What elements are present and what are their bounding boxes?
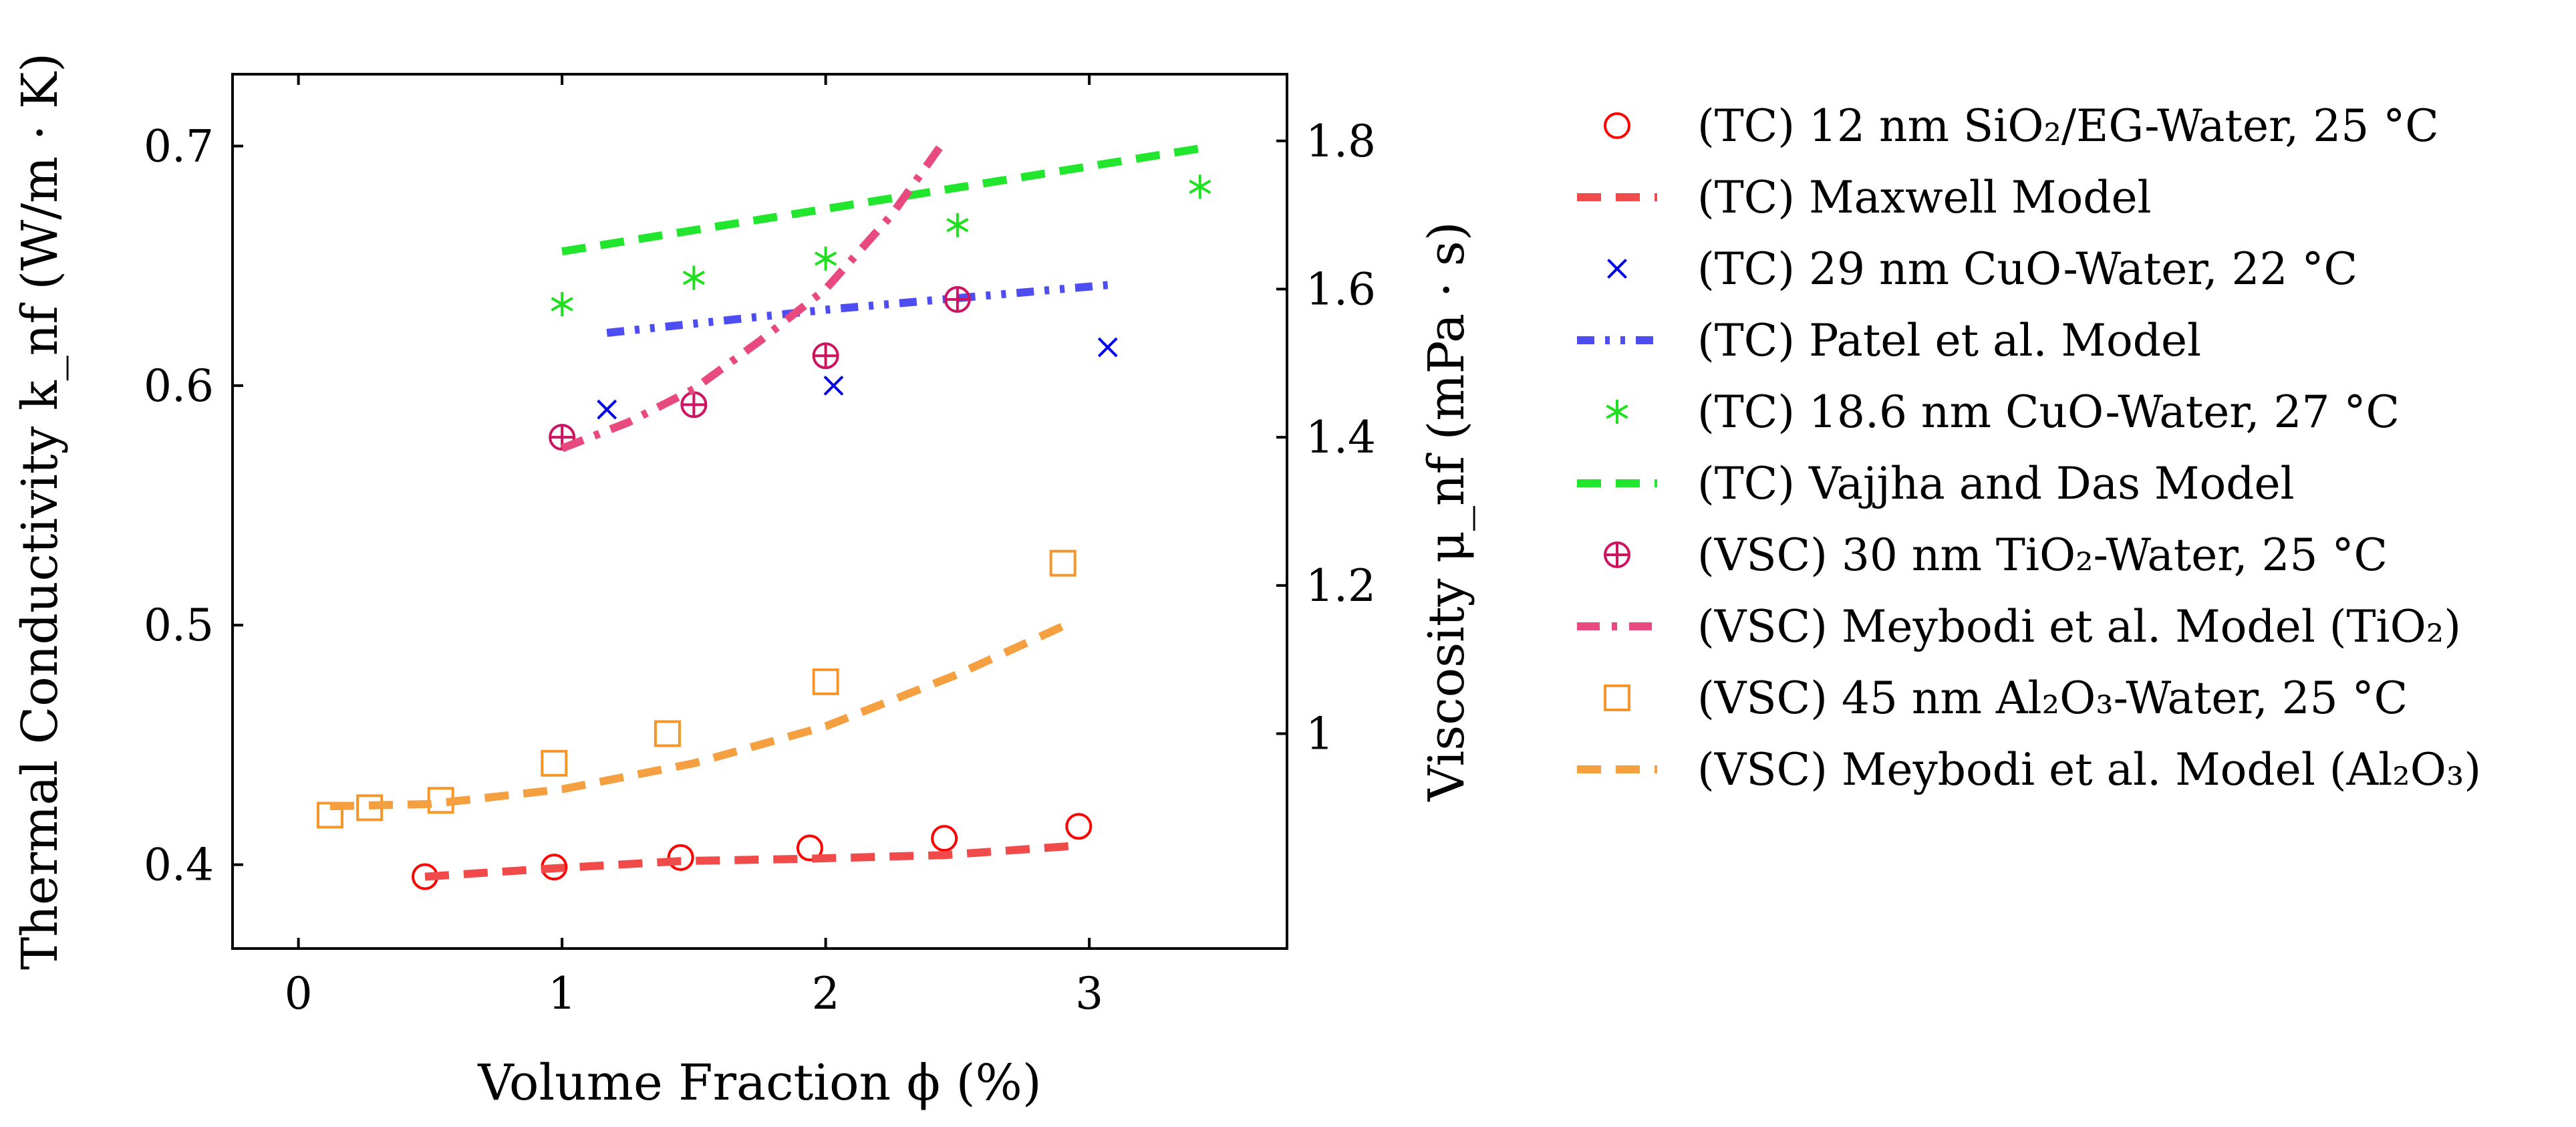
data-point [796, 834, 823, 862]
plot-frame [231, 73, 1288, 950]
series-line [606, 281, 1109, 337]
x-tick-label: 3 [1075, 968, 1103, 1019]
legend-swatch [1606, 400, 1628, 424]
y-right-tick-label: 1.4 [1306, 412, 1376, 463]
series-3 [606, 281, 1109, 337]
data-point [1097, 337, 1118, 358]
data-point [551, 292, 573, 317]
legend-label: (VSC) 45 nm Al₂O₃-Water, 25 °C [1697, 672, 2408, 724]
series-2 [597, 337, 1118, 420]
x-axis-title: Volume Fraction ϕ (%) [477, 1054, 1041, 1112]
data-point [812, 668, 839, 695]
data-point-cross [813, 344, 838, 368]
legend-label: (VSC) Meybodi et al. Model (TiO₂) [1697, 601, 2461, 652]
series-4 [551, 174, 1211, 317]
series-8 [316, 549, 1077, 829]
y-left-tick-label: 0.4 [144, 840, 214, 891]
data-point [946, 213, 969, 237]
y-right-tick-label: 1.2 [1306, 560, 1376, 612]
series-7 [560, 138, 948, 453]
y-left-tick-label: 0.5 [144, 600, 214, 651]
x-tick-label: 1 [548, 968, 576, 1019]
legend: (TC) 12 nm SiO₂/EG-Water, 25 °C (TC) Maxw… [1577, 100, 2481, 795]
data-point [823, 375, 844, 396]
series-layer [316, 138, 1211, 890]
legend-label: (TC) 29 nm CuO-Water, 22 °C [1697, 243, 2357, 295]
y-axis-left-title: Thermal Conductivity k_nf (W/m · K) [11, 53, 69, 970]
legend-label: (VSC) 30 nm TiO₂-Water, 25 °C [1697, 529, 2388, 581]
series-9 [329, 622, 1065, 811]
data-point [815, 246, 837, 271]
series-line [329, 622, 1065, 811]
series-line [561, 144, 1201, 256]
y-left-tick-label: 0.7 [144, 121, 214, 172]
legend-swatch [1604, 112, 1630, 139]
data-point [1065, 813, 1093, 840]
data-point [654, 720, 681, 747]
legend-label: (TC) Maxwell Model [1697, 172, 2152, 223]
data-point-cross [945, 287, 970, 311]
x-tick-label: 2 [812, 968, 840, 1019]
series-line [424, 841, 1079, 881]
legend-swatch [1607, 259, 1627, 279]
data-point [541, 749, 568, 777]
legend-swatch [1604, 684, 1630, 711]
data-point [667, 844, 694, 871]
legend-label: (TC) 12 nm SiO₂/EG-Water, 25 °C [1697, 100, 2439, 152]
y-right-tick-label: 1.8 [1306, 116, 1376, 167]
legend-label: (TC) Patel et al. Model [1697, 315, 2201, 366]
y-right-tick-label: 1.6 [1306, 263, 1376, 315]
legend-label: (TC) 18.6 nm CuO-Water, 27 °C [1697, 386, 2400, 438]
legend-label: (TC) Vajjha and Das Model [1697, 458, 2295, 509]
y-right-tick-label: 1 [1306, 709, 1334, 760]
data-point [1049, 549, 1077, 577]
data-point [931, 825, 958, 852]
series-5 [561, 144, 1201, 256]
data-point [1189, 174, 1211, 199]
y-axis-right-title: Viscosity μ_nf (mPa · s) [1418, 221, 1475, 801]
data-point [682, 265, 705, 290]
data-point [597, 399, 617, 420]
y-left-tick-label: 0.6 [144, 360, 214, 412]
legend-label: (VSC) Meybodi et al. Model (Al₂O₃) [1697, 744, 2481, 795]
legend-swatch-cross [1605, 543, 1629, 567]
data-point-cross [682, 392, 706, 417]
series-line [560, 138, 948, 453]
x-tick-label: 0 [285, 968, 313, 1019]
series-1 [424, 841, 1079, 881]
axis-ticks: 0 1 2 3 0.4 0.5 0.6 0.7 1 1.2 1.4 1.6 1.8 [144, 74, 1376, 1019]
